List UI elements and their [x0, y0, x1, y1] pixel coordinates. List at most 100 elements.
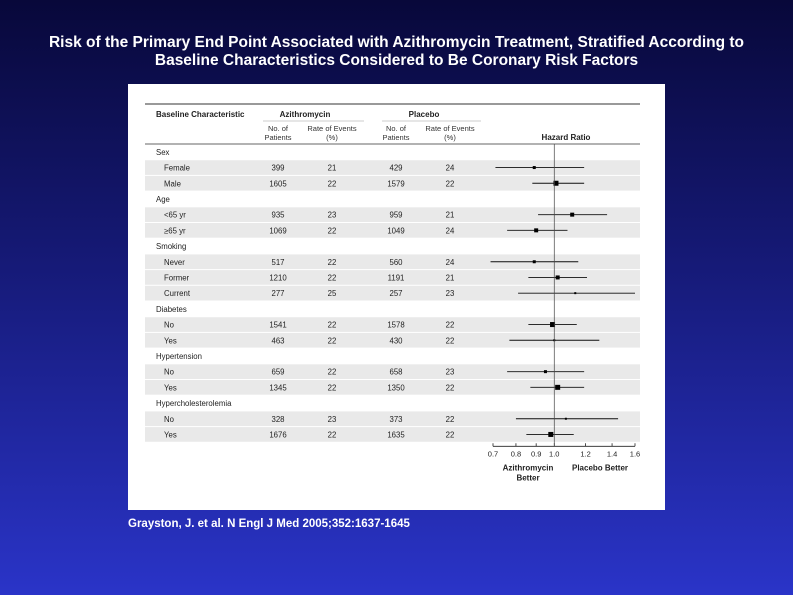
subgroup-label: Yes	[164, 383, 177, 392]
azithromycin-rate: 22	[328, 368, 337, 377]
group-label: Age	[156, 195, 170, 204]
x-axis-left-label-line2: Better	[516, 473, 539, 482]
azithromycin-patients: 1605	[269, 179, 287, 188]
placebo-rate: 24	[446, 164, 455, 173]
x-axis-right-label: Placebo Better	[572, 463, 628, 472]
azithromycin-rate: 22	[328, 430, 337, 439]
placebo-rate: 21	[446, 273, 455, 282]
row-band	[145, 207, 640, 222]
row-band	[145, 380, 640, 395]
hazard-ratio-marker	[553, 180, 559, 186]
placebo-patients: 257	[389, 289, 402, 298]
row-band	[145, 285, 640, 301]
placebo-rate: 21	[446, 211, 455, 220]
forest-plot-panel: Baseline Characteristic Azithromycin Pla…	[128, 84, 665, 510]
azithromycin-patients: 463	[271, 336, 284, 345]
azithromycin-patients: 1069	[269, 226, 286, 235]
row-band	[145, 270, 640, 285]
header-azi-rate-line2: (%)	[326, 133, 338, 142]
row-band	[145, 160, 640, 175]
slide-title-line-2: Baseline Characteristics Considered to B…	[154, 52, 639, 69]
azithromycin-patients: 517	[271, 258, 284, 267]
hazard-ratio-marker	[564, 417, 567, 420]
hazard-ratio-marker	[555, 275, 560, 280]
hazard-ratio-marker	[570, 212, 575, 217]
subgroup-label: ≥65 yr	[164, 226, 186, 235]
azithromycin-rate: 22	[328, 226, 337, 235]
header-placebo: Placebo	[409, 110, 440, 119]
placebo-rate: 22	[446, 321, 455, 330]
subgroup-label: No	[164, 321, 175, 330]
placebo-rate: 22	[446, 430, 455, 439]
header-pla-n-line1: No. of	[386, 124, 407, 133]
slide-title-line-1: Risk of the Primary End Point Associated…	[48, 34, 745, 51]
x-axis-tick-label: 0.7	[488, 449, 498, 458]
header-azi-n-line1: No. of	[268, 124, 289, 133]
citation: Grayston, J. et al. N Engl J Med 2005;35…	[128, 518, 410, 530]
placebo-patients: 1350	[387, 383, 405, 392]
azithromycin-rate: 22	[328, 258, 337, 267]
row-band	[145, 332, 640, 348]
placebo-patients: 1191	[388, 273, 405, 282]
subgroup-label: <65 yr	[164, 211, 186, 220]
subgroup-label: Female	[164, 164, 190, 173]
hazard-ratio-marker	[550, 322, 556, 328]
header-hazard-ratio: Hazard Ratio	[542, 133, 591, 142]
placebo-rate: 24	[446, 226, 455, 235]
placebo-patients: 430	[389, 336, 403, 345]
placebo-patients: 429	[389, 164, 402, 173]
hazard-ratio-marker	[534, 228, 539, 233]
row-band	[145, 223, 640, 238]
azithromycin-rate: 21	[328, 164, 337, 173]
row-band	[145, 254, 640, 270]
hazard-ratio-marker	[532, 260, 536, 264]
placebo-patients: 959	[389, 211, 402, 220]
x-axis-tick-label: 0.8	[511, 449, 521, 458]
row-band	[145, 175, 640, 191]
row-band	[145, 411, 640, 427]
subgroup-label: Current	[164, 289, 191, 298]
subgroup-label: No	[164, 415, 175, 424]
azithromycin-patients: 1676	[269, 430, 286, 439]
azithromycin-rate: 22	[328, 383, 337, 392]
placebo-rate: 22	[446, 179, 455, 188]
group-label: Hypertension	[156, 352, 202, 361]
placebo-patients: 373	[389, 415, 402, 424]
header-baseline-characteristic: Baseline Characteristic	[156, 110, 245, 119]
x-axis-tick-label: 1.6	[630, 449, 640, 458]
header-pla-rate-line2: (%)	[444, 133, 456, 142]
placebo-rate: 23	[446, 289, 455, 298]
azithromycin-rate: 23	[328, 415, 337, 424]
placebo-patients: 560	[389, 258, 403, 267]
placebo-patients: 1635	[387, 430, 405, 439]
group-label: Hypercholesterolemia	[156, 399, 232, 408]
azithromycin-rate: 25	[328, 289, 337, 298]
hazard-ratio-marker	[543, 370, 547, 374]
row-band	[145, 427, 640, 442]
azithromycin-patients: 399	[271, 164, 284, 173]
placebo-rate: 22	[446, 336, 455, 345]
placebo-rate: 22	[446, 383, 455, 392]
azithromycin-patients: 1541	[269, 321, 286, 330]
azithromycin-rate: 22	[328, 321, 337, 330]
placebo-rate: 24	[446, 258, 455, 267]
subgroup-label: No	[164, 368, 175, 377]
header-azi-rate-line1: Rate of Events	[307, 124, 356, 133]
placebo-rate: 23	[446, 368, 455, 377]
placebo-rate: 22	[446, 415, 455, 424]
azithromycin-patients: 328	[271, 415, 284, 424]
row-band	[145, 317, 640, 332]
x-axis-tick-label: 0.9	[531, 449, 541, 458]
azithromycin-rate: 22	[328, 179, 337, 188]
placebo-patients: 1578	[387, 321, 404, 330]
header-pla-n-line2: Patients	[382, 133, 409, 142]
subgroup-label: Yes	[164, 430, 177, 439]
subgroup-label: Yes	[164, 336, 177, 345]
x-axis-tick-label: 1.0	[549, 449, 559, 458]
hazard-ratio-marker	[555, 384, 561, 390]
header-azi-n-line2: Patients	[264, 133, 291, 142]
azithromycin-patients: 1345	[269, 383, 287, 392]
group-label: Sex	[156, 148, 170, 157]
placebo-patients: 658	[389, 368, 402, 377]
x-axis-tick-label: 1.4	[607, 449, 617, 458]
